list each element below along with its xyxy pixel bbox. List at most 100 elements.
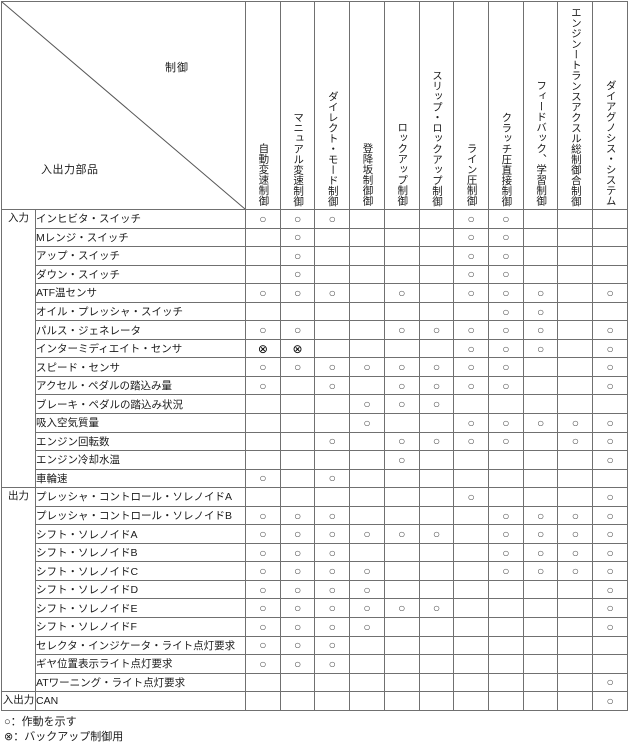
empty-cell: [557, 691, 594, 711]
circle-mark-cell: ○: [592, 542, 628, 563]
circle-mark-cell: ○: [453, 320, 490, 340]
empty-cell: [557, 227, 594, 248]
empty-cell: [557, 579, 594, 600]
empty-cell: [592, 264, 628, 285]
circle-mark-cell: ○: [279, 246, 316, 266]
circle-mark-cell: ○: [522, 542, 559, 563]
empty-cell: [418, 654, 455, 674]
circle-mark-cell: ○: [245, 542, 281, 563]
table-row: シフト・ソレノイドA ○ ○ ○ ○ ○ ○ ○ ○ ○ ○: [2, 524, 628, 544]
circle-mark-cell: ○: [592, 283, 628, 303]
circle-mark-cell: ○: [314, 209, 351, 229]
empty-cell: [418, 487, 455, 507]
empty-cell: [245, 672, 281, 693]
row-label: パルス・ジェネレータ: [35, 320, 246, 340]
circle-mark-cell: ○: [418, 431, 455, 452]
empty-cell: [349, 691, 385, 711]
empty-cell: [383, 338, 420, 359]
table-row: シフト・ソレノイドF ○ ○ ○ ○ ○: [2, 617, 628, 637]
column-header: 自動変速制御: [245, 1, 281, 210]
row-label: ブレーキ・ペダルの踏込み状況: [35, 394, 246, 415]
column-header-label: エンジンートランスアクスル総制御合制御: [569, 6, 582, 207]
header-row: 制御 入出力部品 自動変速制御 マニュアル変速制御 ダイレクト・モード制御 登降坂制御…: [1, 1, 628, 210]
circle-mark-cell: ○: [279, 283, 316, 303]
row-label: エンジン回転数: [35, 431, 246, 452]
empty-cell: [592, 635, 628, 656]
circle-mark-cell: ○: [383, 357, 420, 377]
empty-cell: [453, 301, 490, 322]
circle-mark-cell: ○: [592, 691, 628, 711]
circle-mark-cell: ○: [314, 542, 351, 563]
column-header-label: フィードバック、学習制御: [535, 80, 548, 206]
empty-cell: [557, 654, 594, 674]
empty-cell: [418, 542, 455, 563]
column-header: エンジンートランスアクスル総制御合制御: [557, 1, 594, 210]
empty-cell: [418, 561, 455, 581]
empty-cell: [522, 598, 559, 619]
circle-mark-cell: ○: [488, 246, 524, 266]
empty-cell: [592, 246, 628, 266]
circle-mark-cell: ○: [488, 413, 524, 433]
column-header-label: ロックアップ制御: [396, 122, 409, 206]
empty-cell: [557, 672, 594, 693]
empty-cell: [383, 264, 420, 285]
empty-cell: [453, 617, 490, 637]
circle-mark-cell: ○: [592, 524, 628, 544]
empty-cell: [314, 487, 351, 507]
circle-mark-cell: ○: [349, 357, 385, 377]
empty-cell: [488, 487, 524, 507]
circle-mark-cell: ○: [245, 468, 281, 489]
circle-mark-cell: ○: [488, 227, 524, 248]
circle-mark-cell: ○: [488, 209, 524, 229]
circle-mark-cell: ○: [314, 635, 351, 656]
table-row: 車輪速 ○ ○: [2, 468, 628, 489]
row-group-label: 入出力: [1, 691, 36, 711]
empty-cell: [314, 450, 351, 470]
table-row: パルス・ジェネレータ ○ ○ ○ ○ ○ ○ ○ ○: [2, 320, 628, 340]
circle-mark-cell: ○: [592, 672, 628, 693]
circle-symbol: ○: [4, 715, 11, 728]
empty-cell: [383, 301, 420, 322]
table-row: Mレンジ・スイッチ ○ ○ ○: [2, 227, 628, 248]
empty-cell: [418, 338, 455, 359]
table-row: ギヤ位置表示ライト点灯要求 ○ ○ ○: [2, 654, 628, 674]
circle-mark-cell: ○: [245, 579, 281, 600]
table-row: 吸入空気質量 ○ ○ ○ ○ ○ ○: [2, 413, 628, 433]
row-label: プレッシャ・コントロール・ソレノイドA: [35, 487, 246, 507]
empty-cell: [557, 468, 594, 489]
circle-mark-cell: ○: [245, 505, 281, 526]
empty-cell: [418, 301, 455, 322]
row-label: アップ・スイッチ: [35, 246, 246, 266]
circle-mark-cell: ○: [522, 301, 559, 322]
circle-mark-cell: ○: [557, 431, 594, 452]
empty-cell: [279, 468, 316, 489]
row-label: ギヤ位置表示ライト点灯要求: [35, 654, 246, 674]
column-header: クラッチ圧直接制御: [488, 1, 524, 210]
empty-cell: [453, 450, 490, 470]
empty-cell: [522, 264, 559, 285]
empty-cell: [349, 450, 385, 470]
circle-mark-cell: ○: [453, 431, 490, 452]
circle-mark-cell: ○: [488, 431, 524, 452]
circle-mark-cell: ○: [279, 598, 316, 619]
circle-mark-cell: ○: [557, 505, 594, 526]
empty-cell: [557, 301, 594, 322]
row-label: ダウン・スイッチ: [35, 264, 246, 285]
empty-cell: [383, 468, 420, 489]
table-row: 入力 インヒビタ・スイッチ ○ ○ ○ ○ ○: [1, 208, 628, 489]
circle-mark-cell: ○: [279, 542, 316, 563]
legend: ○：作動を示す ⊗：バックアップ制御用: [1, 711, 629, 746]
row-label: アクセル・ペダルの踏込み量: [35, 375, 246, 396]
empty-cell: [383, 227, 420, 248]
column-header-label: ライン圧制御: [465, 143, 478, 206]
empty-cell: [383, 672, 420, 693]
empty-cell: [349, 246, 385, 266]
empty-cell: [418, 209, 455, 229]
empty-cell: [314, 227, 351, 248]
circle-mark-cell: ○: [314, 598, 351, 619]
circle-mark-cell: ○: [245, 283, 281, 303]
empty-cell: [488, 691, 524, 711]
circle-mark-cell: ○: [349, 524, 385, 544]
corner-parts-label: 入出力部品: [41, 164, 99, 176]
circle-mark-cell: ○: [522, 561, 559, 581]
